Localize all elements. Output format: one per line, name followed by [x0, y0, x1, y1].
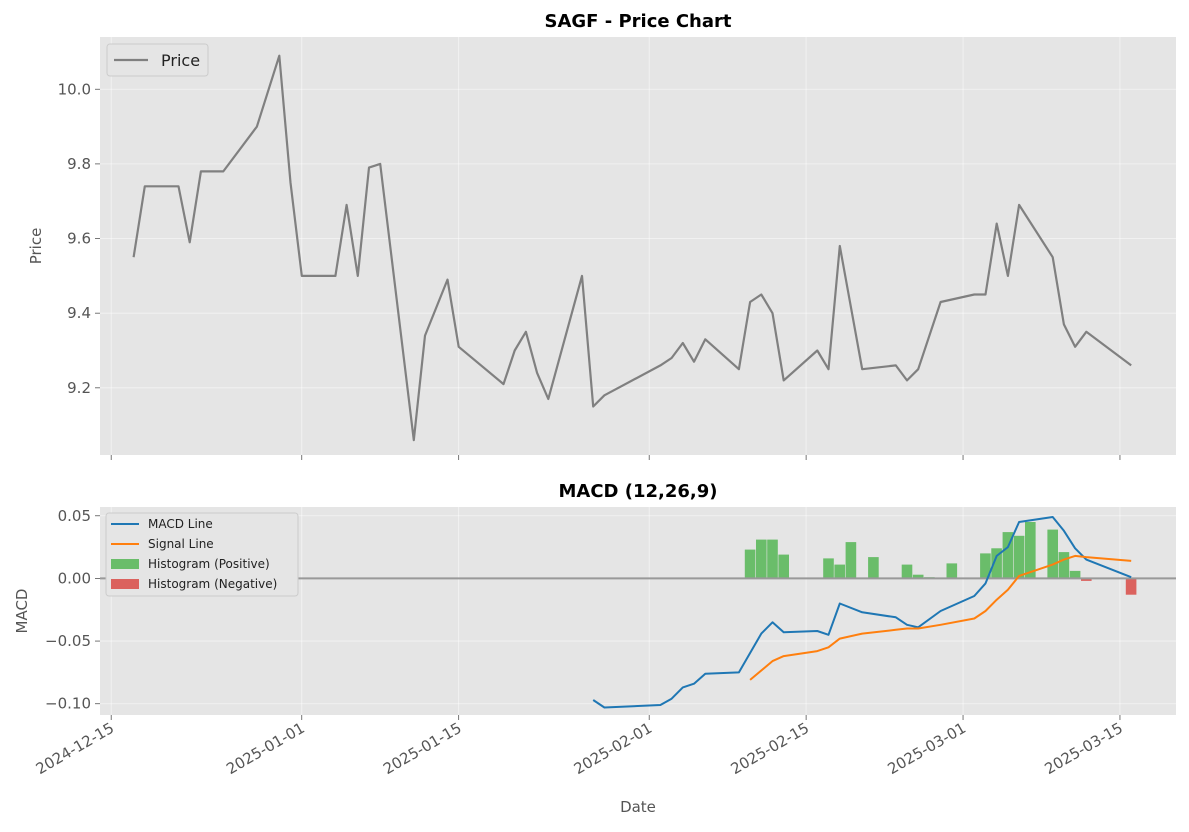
price-y-tick-label: 10.0 [58, 80, 91, 98]
price-y-axis-label: Price [27, 228, 45, 265]
macd-series [592, 516, 1132, 709]
macd-x-tick-label: 2025-02-15 [728, 719, 813, 778]
price-line [132, 54, 1132, 442]
price-y-tick-label: 9.2 [67, 379, 91, 397]
histogram-bar-positive [1002, 532, 1014, 579]
macd-y-ticks: −0.10 −0.05 0.00 0.05 [45, 507, 100, 713]
histogram-bar-positive [1013, 535, 1025, 579]
macd-legend-label-macd-line: MACD Line [148, 517, 213, 531]
macd-y-tick-label: 0.05 [58, 507, 91, 525]
histogram-bar-positive [767, 539, 778, 579]
macd-chart-title: MACD (12,26,9) [558, 481, 717, 502]
histogram-bar-positive [991, 548, 1002, 579]
macd-x-ticks: 2024-12-15 2025-01-01 2025-01-15 2025-02-01… [33, 715, 1126, 778]
price-y-tick-label: 9.6 [67, 230, 91, 248]
price-y-ticks: 9.2 9.4 9.6 9.8 10.0 [58, 80, 100, 397]
macd-legend-label-histogram-negative: Histogram (Negative) [148, 577, 277, 591]
price-y-tick-label: 9.4 [67, 304, 91, 322]
price-plot-background [100, 37, 1176, 455]
price-panel: 9.2 9.4 9.6 9.8 10.0 SAGF - Price Chart Pric… [27, 11, 1176, 460]
macd-legend-label-histogram-positive: Histogram (Positive) [148, 557, 270, 571]
macd-x-tick-label: 2025-01-15 [380, 719, 465, 778]
signal-line [749, 554, 1132, 681]
price-x-ticks [110, 455, 1121, 460]
price-gridlines [100, 37, 1176, 455]
histogram-bar-positive [912, 574, 924, 579]
macd-panel: −0.10−0.050.000.05 2024-12-15 2025-01-01 2… [13, 481, 1176, 816]
macd-x-tick-label: 2025-03-15 [1041, 719, 1126, 778]
macd-legend-label-signal-line: Signal Line [148, 537, 214, 551]
macd-legend-swatch-histogram-negative [111, 579, 139, 589]
histogram-bar-positive [744, 549, 756, 579]
macd-legend-box [105, 512, 299, 597]
price-y-tick-label: 9.8 [67, 155, 91, 173]
macd-histogram [744, 522, 1137, 595]
histogram-bar-positive [868, 557, 879, 579]
macd-y-axis-label: MACD [13, 589, 31, 634]
macd-x-tick-label: 2024-12-15 [33, 719, 118, 778]
macd-x-tick-label: 2025-01-01 [223, 719, 308, 778]
histogram-bar-positive [980, 553, 991, 579]
macd-line [592, 516, 1132, 709]
histogram-bar-positive [1058, 552, 1070, 579]
histogram-bar-positive [1025, 522, 1036, 579]
macd-x-tick-label: 2025-03-01 [885, 719, 970, 778]
price-chart-title: SAGF - Price Chart [544, 11, 731, 32]
macd-legend-swatch-histogram-positive [111, 559, 139, 569]
macd-y-tick-label: 0.00 [58, 569, 91, 587]
macd-y-tick-label: −0.10 [45, 695, 91, 713]
price-series [132, 54, 1132, 442]
histogram-bar-positive [845, 542, 857, 579]
histogram-bar-positive [901, 564, 913, 579]
histogram-bar-positive [756, 539, 767, 579]
histogram-bar-negative [1125, 578, 1137, 595]
histogram-bar-positive [834, 564, 845, 579]
histogram-bar-positive [946, 563, 958, 579]
histogram-bar-positive [1069, 570, 1081, 579]
histogram-bar-positive [1047, 529, 1058, 579]
macd-x-axis-label: Date [620, 798, 656, 816]
macd-x-tick-label: 2025-02-01 [571, 719, 656, 778]
histogram-bar-negative [1081, 578, 1092, 581]
price-legend-label: Price [161, 51, 200, 70]
price-legend-box [106, 43, 209, 77]
price-legend: Price [106, 43, 209, 77]
histogram-bar-positive [823, 558, 834, 579]
macd-legend: MACD Line Signal Line Histogram (Positive)… [105, 512, 299, 597]
macd-y-tick-label: −0.05 [45, 632, 91, 650]
histogram-bar-positive [778, 554, 789, 579]
